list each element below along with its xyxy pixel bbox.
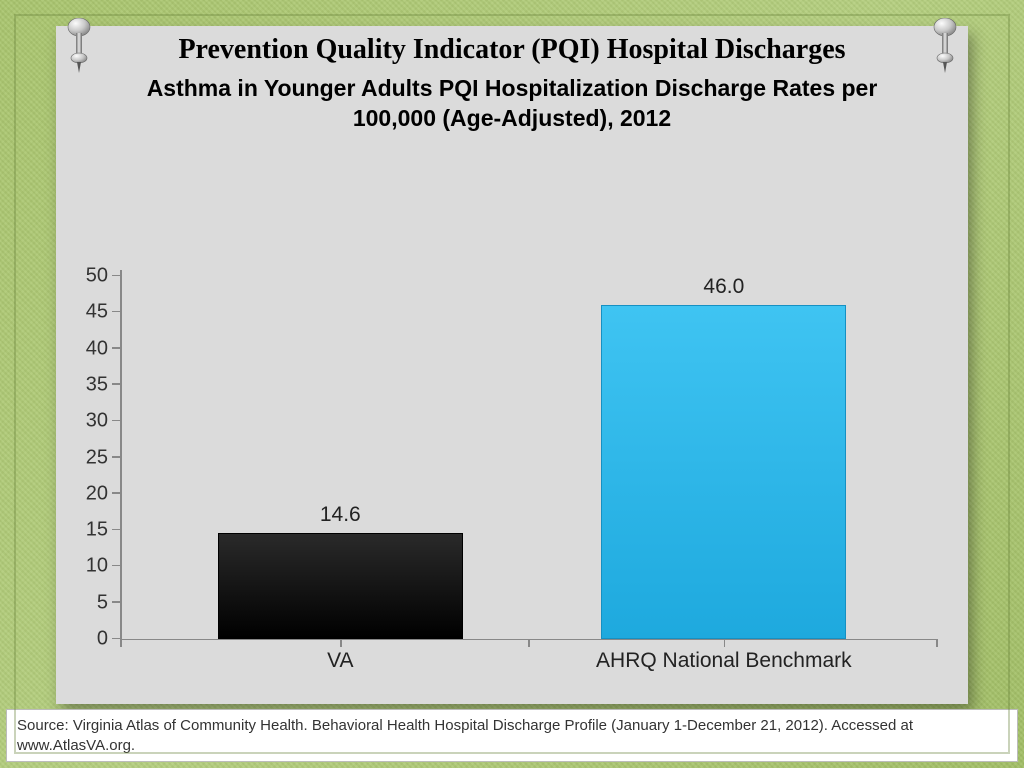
bar-value-label: 46.0 <box>703 275 744 299</box>
y-tick-label: 30 <box>86 410 108 433</box>
slide-page: Prevention Quality Indicator (PQI) Hospi… <box>0 0 1024 768</box>
bar: 46.0 <box>601 305 846 639</box>
y-tick-label: 5 <box>97 591 108 614</box>
y-tick <box>112 275 120 277</box>
y-tick-label: 25 <box>86 446 108 469</box>
category-label: AHRQ National Benchmark <box>596 649 852 673</box>
x-tick <box>120 639 122 647</box>
y-tick <box>112 311 120 313</box>
chart-title: Prevention Quality Indicator (PQI) Hospi… <box>106 34 918 66</box>
chart-panel: Prevention Quality Indicator (PQI) Hospi… <box>56 26 968 704</box>
bar-face <box>601 305 846 639</box>
x-tick <box>936 639 938 647</box>
x-tick <box>528 639 530 647</box>
y-tick-label: 50 <box>86 265 108 288</box>
bar-chart: 0510152025303540455014.6VA46.0AHRQ Natio… <box>74 276 946 680</box>
y-tick <box>112 383 120 385</box>
title-block: Prevention Quality Indicator (PQI) Hospi… <box>56 26 968 134</box>
y-tick-label: 0 <box>97 628 108 651</box>
source-footer: Source: Virginia Atlas of Community Heal… <box>6 709 1018 762</box>
category-label: VA <box>327 649 353 673</box>
y-tick <box>112 347 120 349</box>
y-tick <box>112 456 120 458</box>
x-tick <box>340 639 342 647</box>
y-tick <box>112 565 120 567</box>
y-tick-label: 20 <box>86 482 108 505</box>
y-tick <box>112 529 120 531</box>
y-tick <box>112 601 120 603</box>
y-tick-label: 10 <box>86 555 108 578</box>
pushpin-left-icon <box>66 18 92 74</box>
pushpin-right-icon <box>932 18 958 74</box>
y-tick-label: 45 <box>86 301 108 324</box>
y-axis-line <box>120 270 122 639</box>
plot-area: 0510152025303540455014.6VA46.0AHRQ Natio… <box>120 276 936 640</box>
y-tick <box>112 492 120 494</box>
y-tick <box>112 420 120 422</box>
bar: 14.6 <box>218 533 463 639</box>
y-tick-label: 35 <box>86 373 108 396</box>
chart-subtitle: Asthma in Younger Adults PQI Hospitaliza… <box>106 74 918 134</box>
x-tick <box>724 639 726 647</box>
bar-value-label: 14.6 <box>320 503 361 527</box>
bar-face <box>218 533 463 639</box>
source-text: Source: Virginia Atlas of Community Heal… <box>17 717 913 754</box>
y-tick-label: 15 <box>86 519 108 542</box>
y-tick <box>112 638 120 640</box>
y-tick-label: 40 <box>86 337 108 360</box>
